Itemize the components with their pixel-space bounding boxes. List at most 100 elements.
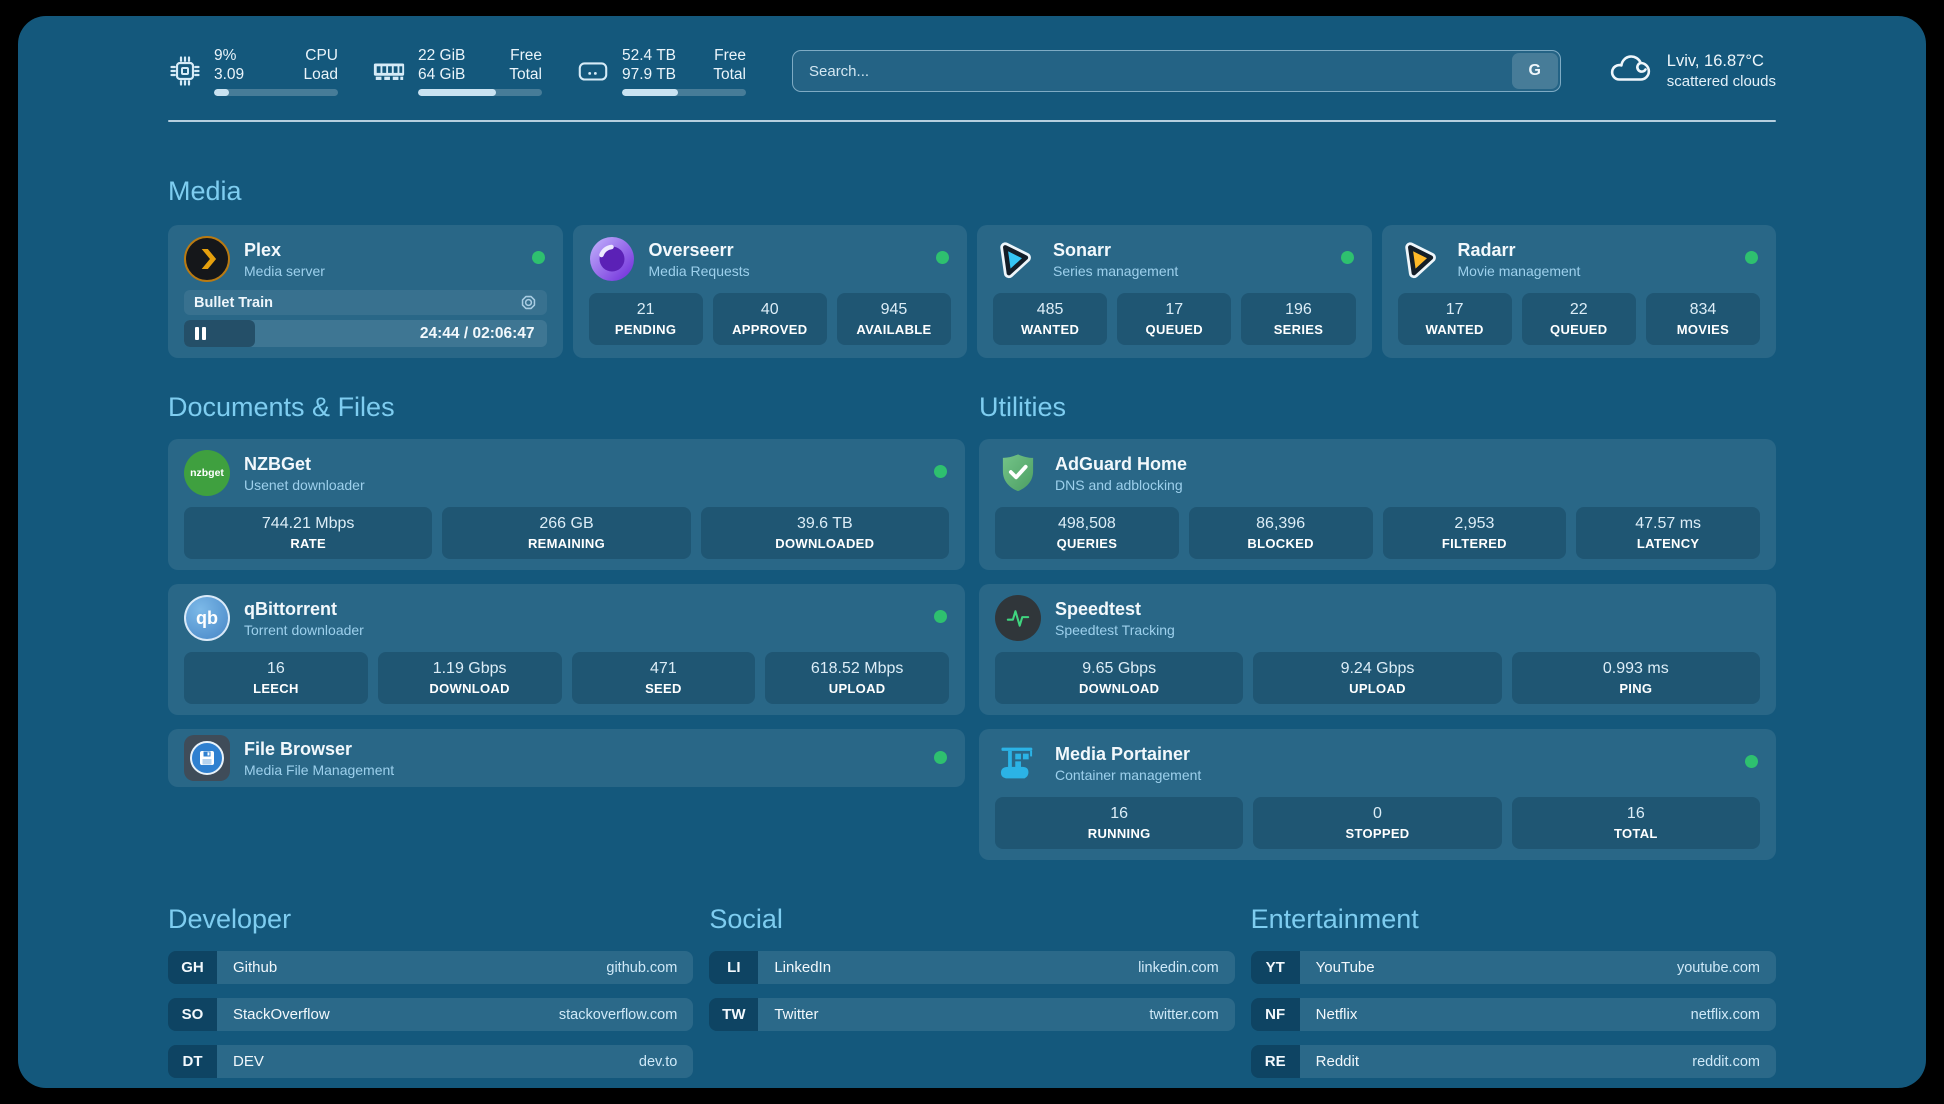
section-title-developer: Developer — [168, 904, 292, 934]
section-title-social: Social — [709, 904, 783, 934]
stat-label: RATE — [290, 536, 326, 551]
sonarr-logo — [993, 236, 1039, 282]
disk-total-value: 97.9 TB — [622, 66, 677, 83]
stat-label: SEED — [645, 681, 682, 696]
app-description: Media Requests — [648, 262, 750, 279]
stat-box: 266 GB REMAINING — [442, 507, 691, 559]
app-card-radarr[interactable]: Radarr Movie management 17 WANTED 22 QUE… — [1381, 225, 1776, 358]
stat-box: 9.24 Gbps UPLOAD — [1253, 652, 1502, 704]
search-engine-button[interactable]: G — [1511, 53, 1558, 89]
link-abbr: DT — [168, 1045, 217, 1078]
portainer-logo — [995, 740, 1041, 786]
app-name: NZBGet — [244, 453, 311, 474]
stat-value: 9.65 Gbps — [1082, 660, 1157, 677]
link-url: netflix.com — [1690, 1006, 1760, 1023]
app-name: Media Portainer — [1055, 743, 1191, 764]
stat-box: 22 QUEUED — [1521, 293, 1636, 345]
link-url: reddit.com — [1692, 1053, 1760, 1070]
stat-value: 21 — [636, 301, 655, 318]
app-card-plex[interactable]: Plex Media server Bullet Train 24:44 / 0… — [168, 225, 563, 358]
cpu-load-value: 3.09 — [214, 66, 245, 83]
nzbget-logo: nzbget — [184, 450, 230, 496]
link-row-dev[interactable]: DT DEV dev.to — [168, 1045, 694, 1078]
weather-widget: Lviv, 16.87°C scattered clouds — [1607, 51, 1776, 92]
app-card-qbittorrent[interactable]: qb qBittorrent Torrent downloader 16 LEE… — [168, 584, 965, 715]
radarr-logo — [1398, 236, 1444, 282]
app-card-adguard[interactable]: AdGuard Home DNS and adblocking 498,508 … — [979, 439, 1776, 570]
app-description: Media server — [244, 262, 325, 279]
stat-value: 0 — [1373, 805, 1382, 822]
stat-box: 16 TOTAL — [1511, 797, 1760, 849]
stat-label: QUEUED — [1550, 322, 1608, 337]
stat-box: 945 AVAILABLE — [836, 293, 952, 345]
app-card-nzbget[interactable]: nzbget NZBGet Usenet downloader 744.21 M… — [168, 439, 965, 570]
app-description: Container management — [1055, 766, 1202, 783]
section-title-media: Media — [168, 176, 242, 206]
link-row-youtube[interactable]: YT YouTube youtube.com — [1250, 951, 1776, 984]
link-url: stackoverflow.com — [558, 1006, 678, 1023]
link-abbr: RE — [1250, 1045, 1300, 1078]
app-card-sonarr[interactable]: Sonarr Series management 485 WANTED 17 Q… — [977, 225, 1372, 358]
quality-gear-icon[interactable] — [520, 294, 537, 311]
app-card-portainer[interactable]: Media Portainer Container management 16 … — [979, 729, 1776, 860]
cloud-icon — [1607, 51, 1653, 92]
disk-total-label: Total — [713, 66, 746, 83]
playback-progress-bar: 24:44 / 02:06:47 — [184, 320, 547, 347]
stat-box: 0 STOPPED — [1253, 797, 1502, 849]
app-description: Media File Management — [244, 761, 395, 778]
stat-box: 21 PENDING — [588, 293, 703, 345]
link-row-twitter[interactable]: TW Twitter twitter.com — [709, 998, 1235, 1031]
stat-box: 40 APPROVED — [712, 293, 827, 345]
disk-progress-bar — [622, 89, 746, 96]
link-abbr: SO — [168, 998, 217, 1031]
link-name: YouTube — [1315, 959, 1375, 976]
link-abbr: GH — [168, 951, 217, 984]
now-playing-row: Bullet Train — [184, 290, 547, 315]
search-input[interactable] — [792, 50, 1561, 92]
stat-value: 196 — [1285, 301, 1312, 318]
stat-box: 618.52 Mbps UPLOAD — [765, 652, 949, 704]
status-dot — [1340, 251, 1354, 264]
disk-stat: 52.4 TB Free 97.9 TB Total — [576, 46, 746, 96]
link-row-reddit[interactable]: RE Reddit reddit.com — [1250, 1045, 1776, 1078]
hard-drive-icon — [576, 54, 610, 88]
cpu-load-label: Load — [303, 66, 338, 83]
status-dot — [1745, 251, 1758, 264]
link-abbr: LI — [709, 951, 759, 984]
stat-value: 618.52 Mbps — [810, 660, 904, 677]
link-name: Github — [233, 959, 278, 976]
app-description: Speedtest Tracking — [1055, 621, 1175, 638]
stat-value: 744.21 Mbps — [261, 515, 355, 532]
stat-value: 485 — [1036, 301, 1064, 318]
stat-box: 744.21 Mbps RATE — [184, 507, 433, 559]
link-abbr: TW — [709, 998, 759, 1031]
cpu-progress-bar — [214, 89, 338, 96]
app-card-overseerr[interactable]: Overseerr Media Requests 21 PENDING 40 A… — [572, 225, 967, 358]
stat-box: 2,953 FILTERED — [1382, 507, 1567, 559]
stat-box: 16 LEECH — [184, 652, 368, 704]
plex-logo — [184, 236, 230, 282]
stat-label: BLOCKED — [1247, 536, 1314, 551]
stat-value: 471 — [650, 660, 677, 677]
link-row-netflix[interactable]: NF Netflix netflix.com — [1250, 998, 1776, 1031]
app-card-filebrowser[interactable]: File Browser Media File Management — [168, 729, 965, 787]
stat-label: APPROVED — [732, 322, 808, 337]
status-dot — [936, 251, 949, 264]
link-row-stackoverflow[interactable]: SO StackOverflow stackoverflow.com — [168, 998, 694, 1031]
link-row-linkedin[interactable]: LI LinkedIn linkedin.com — [709, 951, 1235, 984]
app-card-speedtest[interactable]: Speedtest Speedtest Tracking 9.65 Gbps D… — [979, 584, 1776, 715]
stat-label: WANTED — [1425, 322, 1484, 337]
speedtest-logo — [995, 595, 1041, 641]
app-description: Torrent downloader — [244, 621, 364, 638]
disk-free-value: 52.4 TB — [622, 47, 677, 64]
section-title-utilities: Utilities — [979, 392, 1067, 422]
stat-label: RUNNING — [1087, 826, 1151, 841]
app-name: Sonarr — [1053, 239, 1112, 260]
link-name: Netflix — [1315, 1006, 1358, 1023]
link-row-github[interactable]: GH Github github.com — [168, 951, 694, 984]
stat-box: 471 SEED — [571, 652, 756, 704]
app-name: File Browser — [244, 738, 353, 759]
stat-value: 40 — [760, 301, 779, 318]
stat-value: 16 — [1626, 805, 1645, 822]
stat-label: DOWNLOAD — [429, 681, 510, 696]
